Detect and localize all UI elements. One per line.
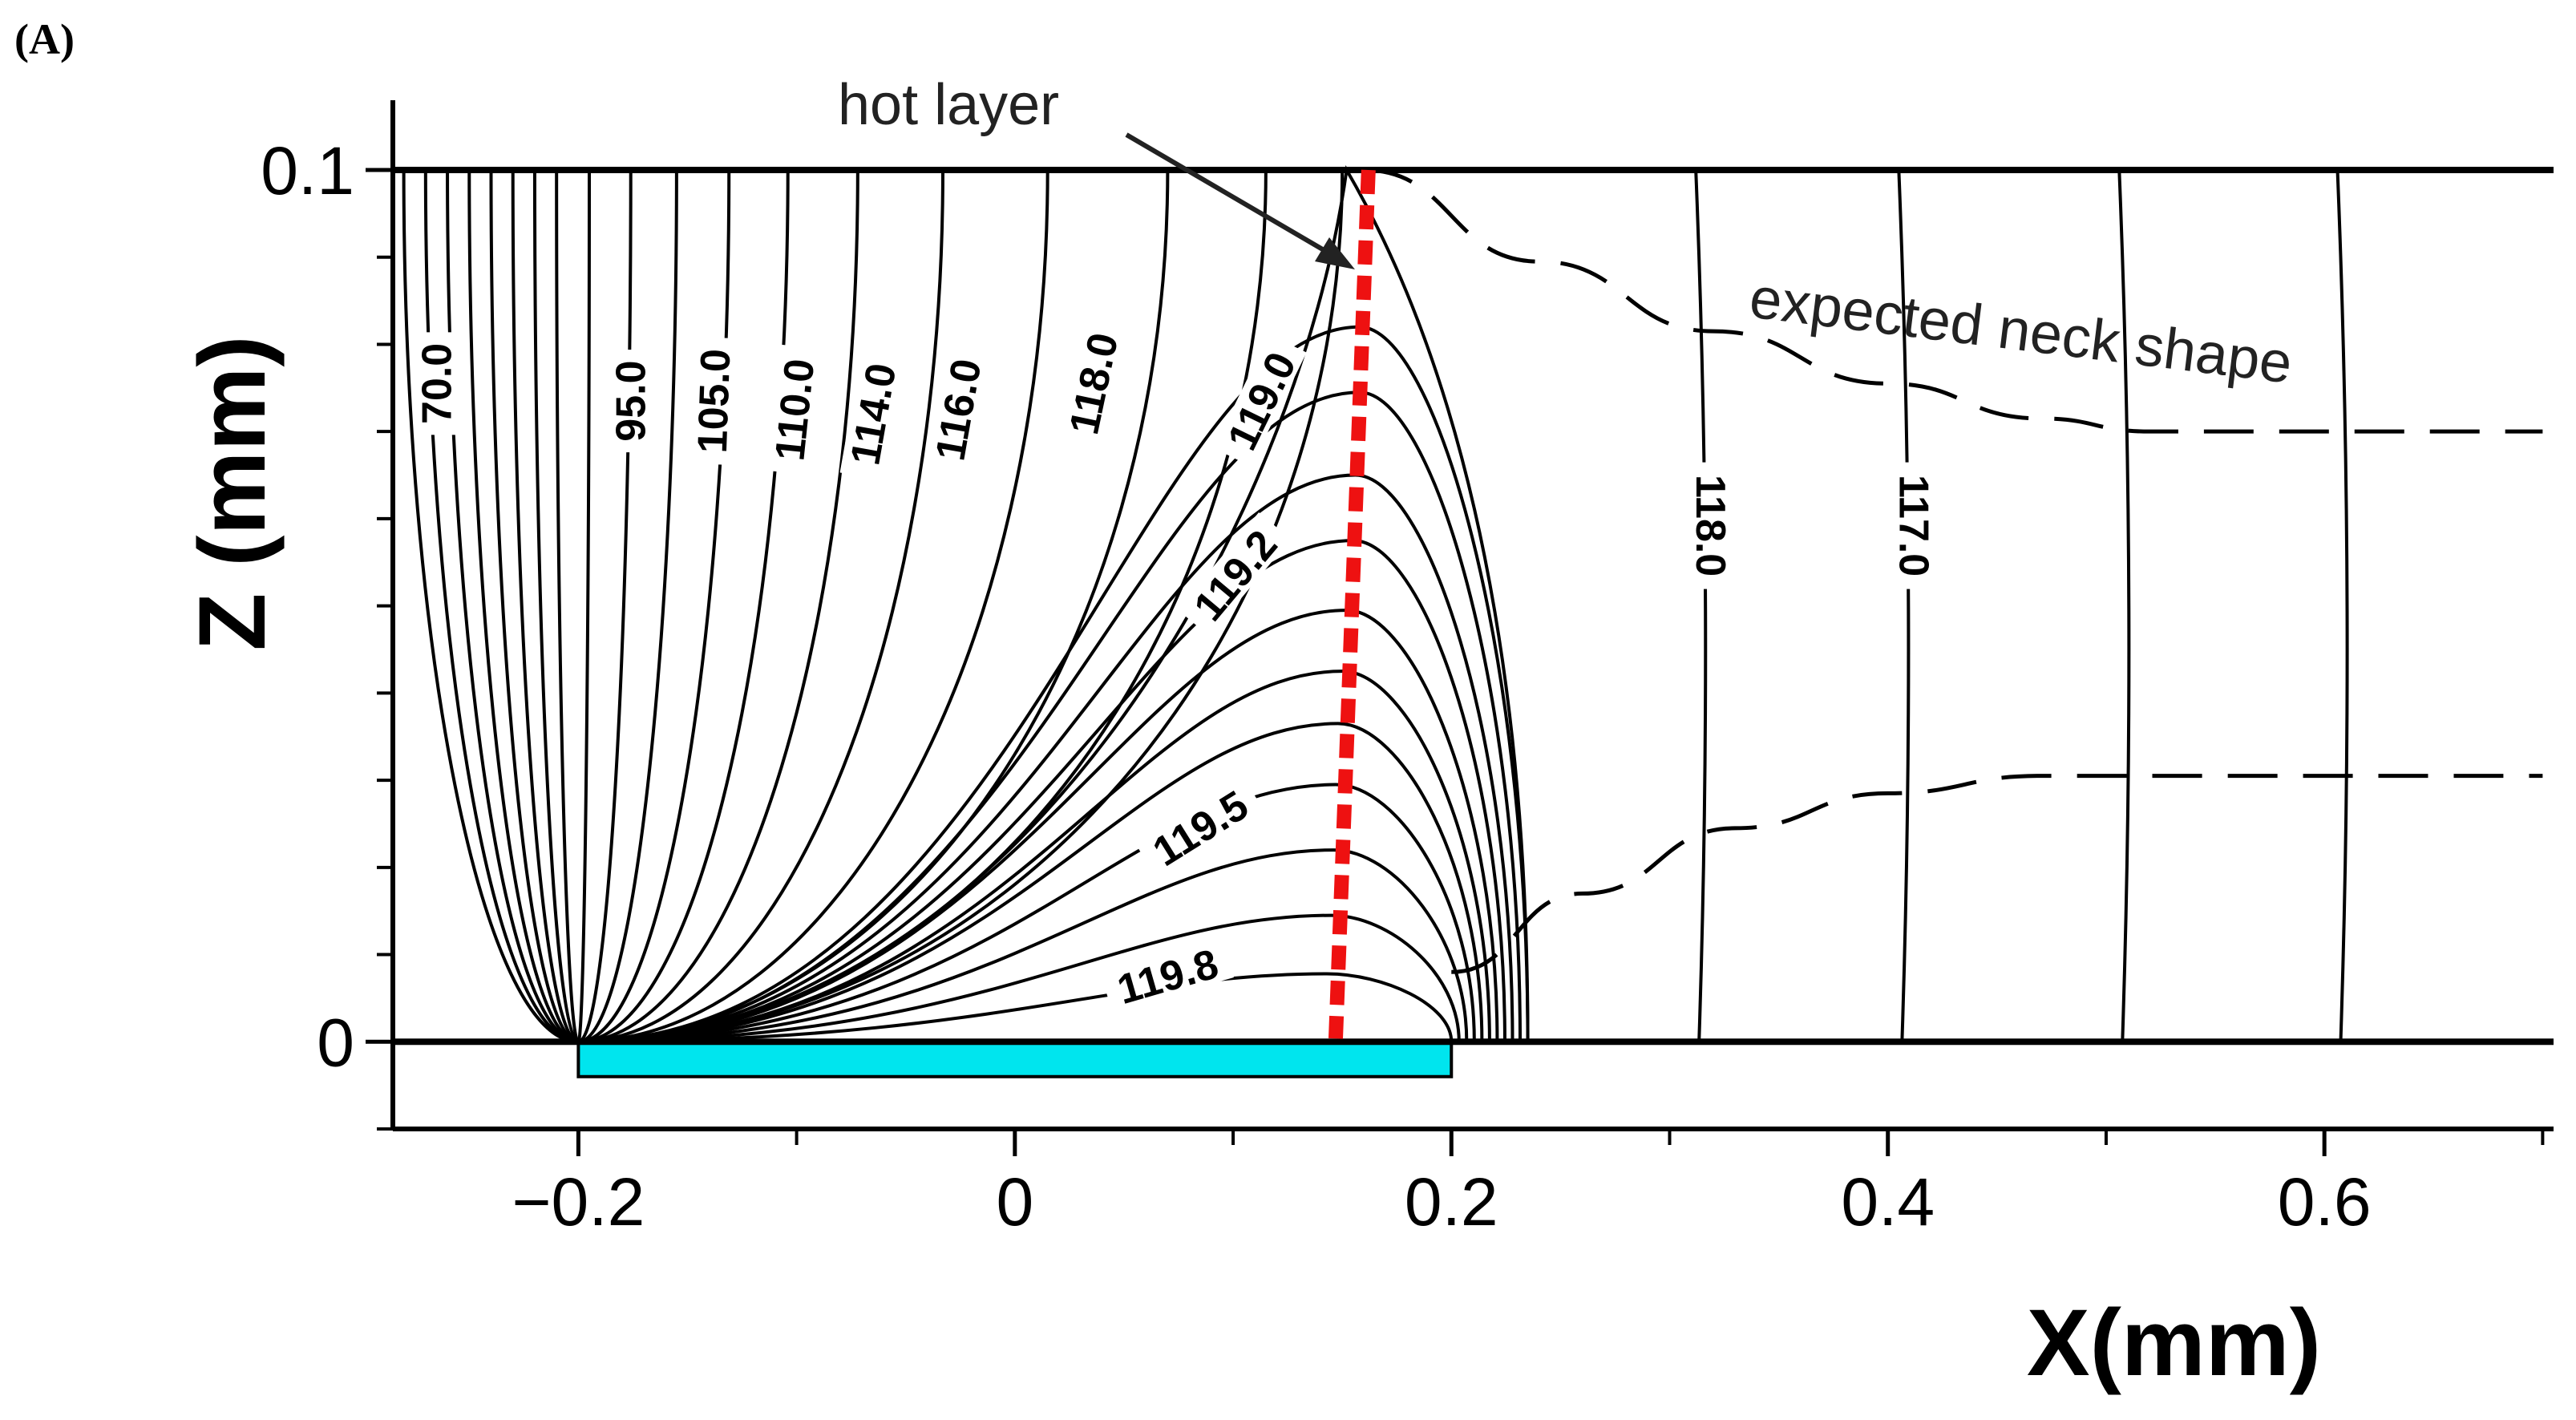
contour-left-6 [532,169,580,1044]
y-tick-label-1: 0.1 [261,133,354,208]
contour-label-bg-12 [1895,462,1937,589]
neck-curve-1 [1451,774,2543,974]
x-tick-label-3: 0.4 [1841,1164,1935,1240]
contour-label-6: 118.0 [1058,317,1127,450]
contour-label-10: 119.8 [1100,937,1234,1013]
contour-label-bg-4 [839,347,904,480]
contour-label-text-7: 119.0 [1219,346,1305,458]
y-axis-title: Z (mm) [180,335,285,650]
annotations: hot layer expected neck shape [838,73,2295,396]
contour-label-7: 119.0 [1213,334,1307,467]
contour-left-9 [577,169,633,1044]
heater [576,1040,1454,1078]
contour-label-bg-8 [1177,512,1291,637]
x-axis-title: X(mm) [2027,1290,2321,1396]
x-tick-label-1: 0 [996,1164,1033,1240]
contour-label-bg-11 [1692,462,1734,589]
contour-label-11: 118.0 [1687,462,1734,589]
contour-arch-6 [578,722,1484,1044]
contour-left-11 [578,169,731,1044]
axes: −0.2 0 0.2 0.4 0.6 0 0.1 [261,100,2554,1240]
contour-arch-0 [578,325,1530,1044]
contour-arch-1 [578,390,1523,1044]
contour-label-text-12: 117.0 [1890,475,1936,576]
contour-arch-4 [578,609,1499,1044]
contour-label-bg-5 [924,343,989,475]
contour-arch-5 [578,670,1491,1044]
heater-rect [576,1040,1454,1078]
expected-neck-shape-annotation: expected neck shape [1746,265,2295,395]
contour-arch-2 [578,473,1514,1044]
x-tick-label-2: 0.2 [1405,1164,1498,1240]
contour-label-bg-6 [1058,317,1126,450]
contour-label-text-5: 116.0 [927,355,990,463]
contour-left-3 [467,169,579,1044]
contour-label-3: 110.0 [765,344,823,475]
contour-label-text-0: 70.0 [414,343,460,424]
contour-left-13 [578,169,859,1044]
hot-layer-dotted-line [1328,169,1376,1039]
contour-label-1: 95.0 [608,350,655,453]
contour-right-3 [2335,169,2349,1042]
contour-labels: 70.0 95.0 105.0 110.0 114.0 116.0 118.0 119.0 11… [414,317,1937,1013]
contour-left-8 [576,169,591,1044]
contour-label-0: 70.0 [414,332,460,435]
contour-label-text-10: 119.8 [1113,941,1223,1013]
contour-label-bg-9 [1134,775,1264,879]
hot-layer-line [1125,132,1376,1039]
contour-left-0 [402,169,579,1044]
contour-arch-8 [578,848,1469,1044]
contour-label-bg-0 [414,332,456,435]
contour-arch-9 [578,913,1461,1044]
contour-left-15 [578,169,1049,1044]
hot-layer-annotation: hot layer [838,73,1059,137]
contour-label-text-4: 114.0 [842,360,905,468]
contour-right-1 [1897,169,1911,1042]
contour-label-text-3: 110.0 [766,357,823,463]
x-tick-label-4: 0.6 [2278,1164,2372,1240]
contour-label-9: 119.5 [1134,775,1264,879]
contour-label-text-2: 105.0 [689,348,740,454]
hot-layer-arrow-shaft [1125,132,1337,259]
domain-boundaries [393,166,2554,1046]
neck-curve-0 [1364,168,2543,434]
contour-label-bg-10 [1100,937,1234,1013]
contour-label-bg-3 [765,344,821,475]
contour-left-14 [578,169,944,1044]
neck-shape-curves [1364,168,2543,974]
contour-label-bg-7 [1213,334,1307,467]
contour-label-2: 105.0 [689,337,739,465]
contour-outer-arch [578,164,1530,1044]
contour-label-text-6: 118.0 [1061,329,1127,439]
contour-left-7 [555,169,580,1044]
contour-lines [402,164,2349,1044]
contour-left-10 [578,169,678,1044]
contour-right-0 [1694,169,1708,1042]
contour-right-2 [2117,169,2131,1042]
contour-label-bg-1 [608,350,650,453]
hot-layer-arrowhead [1315,237,1355,269]
x-tick-label-0: −0.2 [512,1164,645,1240]
contour-label-12: 117.0 [1890,462,1937,589]
contour-label-bg-2 [689,337,735,465]
contour-left-12 [578,169,790,1044]
contour-left-5 [511,169,579,1044]
contour-left-4 [489,169,579,1044]
contour-label-text-1: 95.0 [609,361,655,442]
panel-label: (A) [14,15,75,63]
contour-label-text-11: 118.0 [1687,475,1733,576]
y-tick-label-0: 0 [317,1005,354,1080]
contour-arch-3 [578,539,1506,1044]
